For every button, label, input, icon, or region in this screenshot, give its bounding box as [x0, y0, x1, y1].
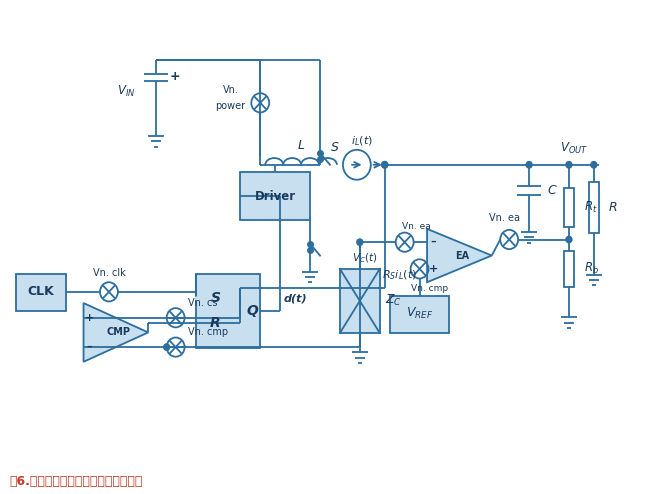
- Text: $R_S i_L(t)$: $R_S i_L(t)$: [382, 268, 417, 282]
- Text: +: +: [85, 313, 94, 323]
- Text: 图6.典型电流模式降压稳压器控制方案: 图6.典型电流模式降压稳压器控制方案: [10, 475, 143, 489]
- Text: $V_{IN}$: $V_{IN}$: [117, 83, 135, 99]
- Bar: [16, 274, 66, 311]
- Circle shape: [566, 162, 572, 168]
- Text: $V_{OUT}$: $V_{OUT}$: [560, 141, 588, 156]
- Circle shape: [382, 162, 388, 168]
- Circle shape: [382, 162, 388, 168]
- Circle shape: [591, 162, 597, 168]
- Text: –: –: [430, 237, 436, 247]
- Text: S: S: [331, 141, 339, 154]
- Text: Driver: Driver: [255, 190, 296, 203]
- Circle shape: [357, 239, 363, 246]
- Text: R: R: [210, 316, 221, 330]
- Bar: [589, 182, 599, 233]
- Text: Vn. clk: Vn. clk: [92, 268, 125, 278]
- Text: +: +: [428, 264, 438, 274]
- Bar: [340, 269, 380, 333]
- Circle shape: [526, 162, 532, 168]
- Text: $V_C(t)$: $V_C(t)$: [352, 251, 378, 265]
- Text: –: –: [86, 342, 92, 352]
- Text: Vn. cs: Vn. cs: [188, 298, 217, 308]
- Text: $Z_C$: $Z_C$: [384, 293, 402, 308]
- Text: $i_L(t)$: $i_L(t)$: [351, 134, 373, 148]
- Text: d(t): d(t): [283, 293, 307, 303]
- Text: $R_t$: $R_t$: [584, 200, 597, 215]
- Text: R: R: [609, 201, 617, 214]
- Text: power: power: [215, 101, 246, 111]
- Text: Vn. cmp: Vn. cmp: [411, 284, 448, 292]
- Bar: [564, 188, 574, 227]
- Text: $V_{REF}$: $V_{REF}$: [406, 306, 433, 321]
- Text: EA: EA: [455, 250, 470, 260]
- Circle shape: [164, 344, 170, 350]
- Text: Vn. cmp: Vn. cmp: [188, 327, 228, 337]
- Bar: [195, 274, 261, 348]
- Text: C: C: [547, 184, 556, 197]
- Circle shape: [566, 236, 572, 243]
- Text: Vn. ea: Vn. ea: [489, 213, 520, 223]
- Polygon shape: [427, 229, 491, 282]
- Bar: [564, 251, 574, 287]
- Text: Q: Q: [246, 304, 258, 318]
- Text: L: L: [297, 139, 304, 152]
- Text: Vn. ea: Vn. ea: [402, 222, 431, 231]
- Text: $R_b$: $R_b$: [584, 261, 599, 276]
- Text: S: S: [210, 291, 221, 305]
- Text: Vn.: Vn.: [223, 85, 239, 95]
- Text: +: +: [170, 70, 181, 82]
- Bar: [241, 172, 310, 220]
- Text: CMP: CMP: [107, 328, 131, 337]
- Text: CLK: CLK: [28, 286, 55, 298]
- Bar: [390, 295, 450, 333]
- Polygon shape: [84, 303, 148, 362]
